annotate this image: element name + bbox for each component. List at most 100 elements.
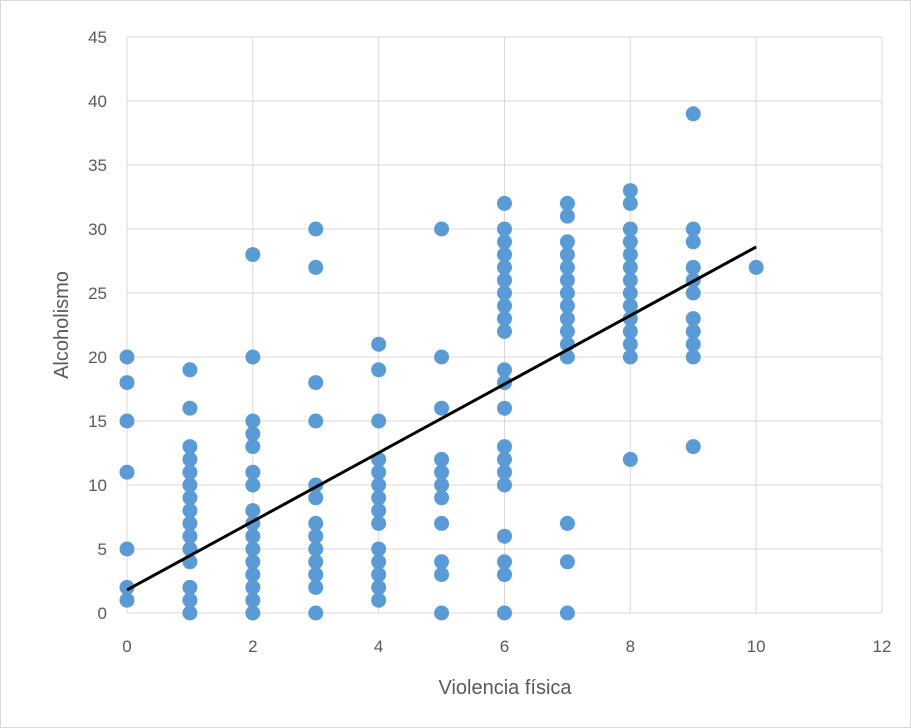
data-point <box>559 323 575 339</box>
data-point <box>119 541 135 557</box>
data-point <box>371 567 387 583</box>
data-point <box>685 259 701 275</box>
data-point <box>119 592 135 608</box>
data-point <box>434 490 450 506</box>
y-axis-title: Alcoholismo <box>51 271 73 379</box>
data-point <box>371 490 387 506</box>
x-tick-label: 4 <box>374 637 383 656</box>
data-point <box>434 567 450 583</box>
data-point <box>622 195 638 211</box>
data-point <box>622 272 638 288</box>
data-point <box>371 477 387 493</box>
data-point <box>371 413 387 429</box>
data-point <box>497 400 512 416</box>
trendline <box>126 245 757 592</box>
data-point <box>182 605 198 621</box>
y-tick-label: 40 <box>88 92 107 111</box>
data-point <box>182 579 198 595</box>
data-point <box>119 464 135 480</box>
data-point <box>308 515 324 531</box>
x-tick-labels: 0 2 4 6 8 10 12 <box>122 637 891 656</box>
data-point <box>434 554 450 570</box>
data-point <box>497 362 512 378</box>
data-point <box>308 413 324 429</box>
data-point <box>559 554 575 570</box>
y-tick-label: 20 <box>88 348 107 367</box>
data-point <box>497 567 512 583</box>
x-tick-label: 0 <box>122 637 131 656</box>
data-point <box>497 285 512 301</box>
data-point <box>308 567 324 583</box>
data-point <box>497 323 512 339</box>
data-point <box>308 579 324 595</box>
data-point <box>434 451 450 467</box>
data-point <box>497 272 512 288</box>
data-point <box>685 106 701 122</box>
data-point <box>182 400 198 416</box>
data-point <box>308 528 324 544</box>
data-point <box>748 259 764 275</box>
data-point <box>182 477 198 493</box>
data-point <box>119 375 135 391</box>
y-tick-label: 35 <box>88 156 107 175</box>
data-point <box>245 554 261 570</box>
data-point <box>245 413 261 429</box>
data-point <box>245 426 261 442</box>
data-point <box>497 439 512 455</box>
y-tick-label: 10 <box>88 476 107 495</box>
data-point <box>559 272 575 288</box>
data-point <box>434 515 450 531</box>
data-point <box>622 221 638 237</box>
data-point <box>622 247 638 263</box>
data-point <box>434 221 450 237</box>
data-point <box>622 259 638 275</box>
y-tick-labels: 0 5 10 15 20 25 30 35 40 45 <box>88 28 107 623</box>
data-point <box>497 477 512 493</box>
data-point <box>559 247 575 263</box>
data-point <box>245 528 261 544</box>
data-point <box>622 298 638 314</box>
data-point <box>685 349 701 365</box>
data-point <box>497 605 512 621</box>
data-point <box>371 336 387 352</box>
data-point <box>559 298 575 314</box>
data-point <box>371 362 387 378</box>
data-point <box>497 528 512 544</box>
data-point <box>245 439 261 455</box>
y-tick-label: 5 <box>98 540 107 559</box>
data-point <box>182 490 198 506</box>
data-point <box>245 567 261 583</box>
data-point <box>497 554 512 570</box>
data-point <box>497 195 512 211</box>
data-point <box>497 259 512 275</box>
y-tick-label: 25 <box>88 284 107 303</box>
data-point <box>182 503 198 519</box>
data-point <box>559 311 575 327</box>
data-point <box>308 490 324 506</box>
data-point <box>245 579 261 595</box>
data-point <box>119 349 135 365</box>
x-axis-title: Violencia física <box>438 677 572 699</box>
data-point <box>182 515 198 531</box>
data-point <box>119 579 135 595</box>
y-tick-label: 0 <box>98 604 107 623</box>
data-point <box>622 336 638 352</box>
data-point <box>182 451 198 467</box>
data-points <box>119 106 764 621</box>
data-point <box>434 464 450 480</box>
y-tick-label: 15 <box>88 412 107 431</box>
data-point <box>182 362 198 378</box>
data-point <box>559 195 575 211</box>
data-point <box>497 221 512 237</box>
data-point <box>497 311 512 327</box>
x-tick-label: 8 <box>626 637 635 656</box>
data-point <box>434 349 450 365</box>
data-point <box>245 605 261 621</box>
data-point <box>308 375 324 391</box>
data-point <box>434 477 450 493</box>
data-point <box>622 183 638 199</box>
data-point <box>371 503 387 519</box>
data-point <box>497 247 512 263</box>
data-point <box>622 451 638 467</box>
